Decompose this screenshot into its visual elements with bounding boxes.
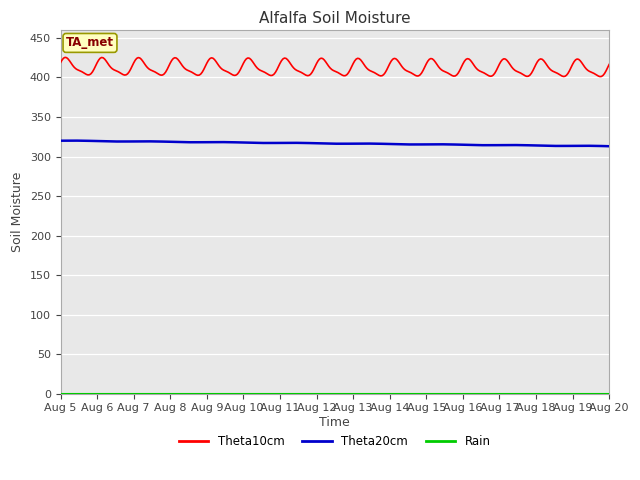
Legend: Theta10cm, Theta20cm, Rain: Theta10cm, Theta20cm, Rain (174, 431, 495, 453)
Text: TA_met: TA_met (66, 36, 114, 49)
X-axis label: Time: Time (319, 416, 350, 429)
Y-axis label: Soil Moisture: Soil Moisture (11, 172, 24, 252)
Title: Alfalfa Soil Moisture: Alfalfa Soil Moisture (259, 11, 411, 26)
